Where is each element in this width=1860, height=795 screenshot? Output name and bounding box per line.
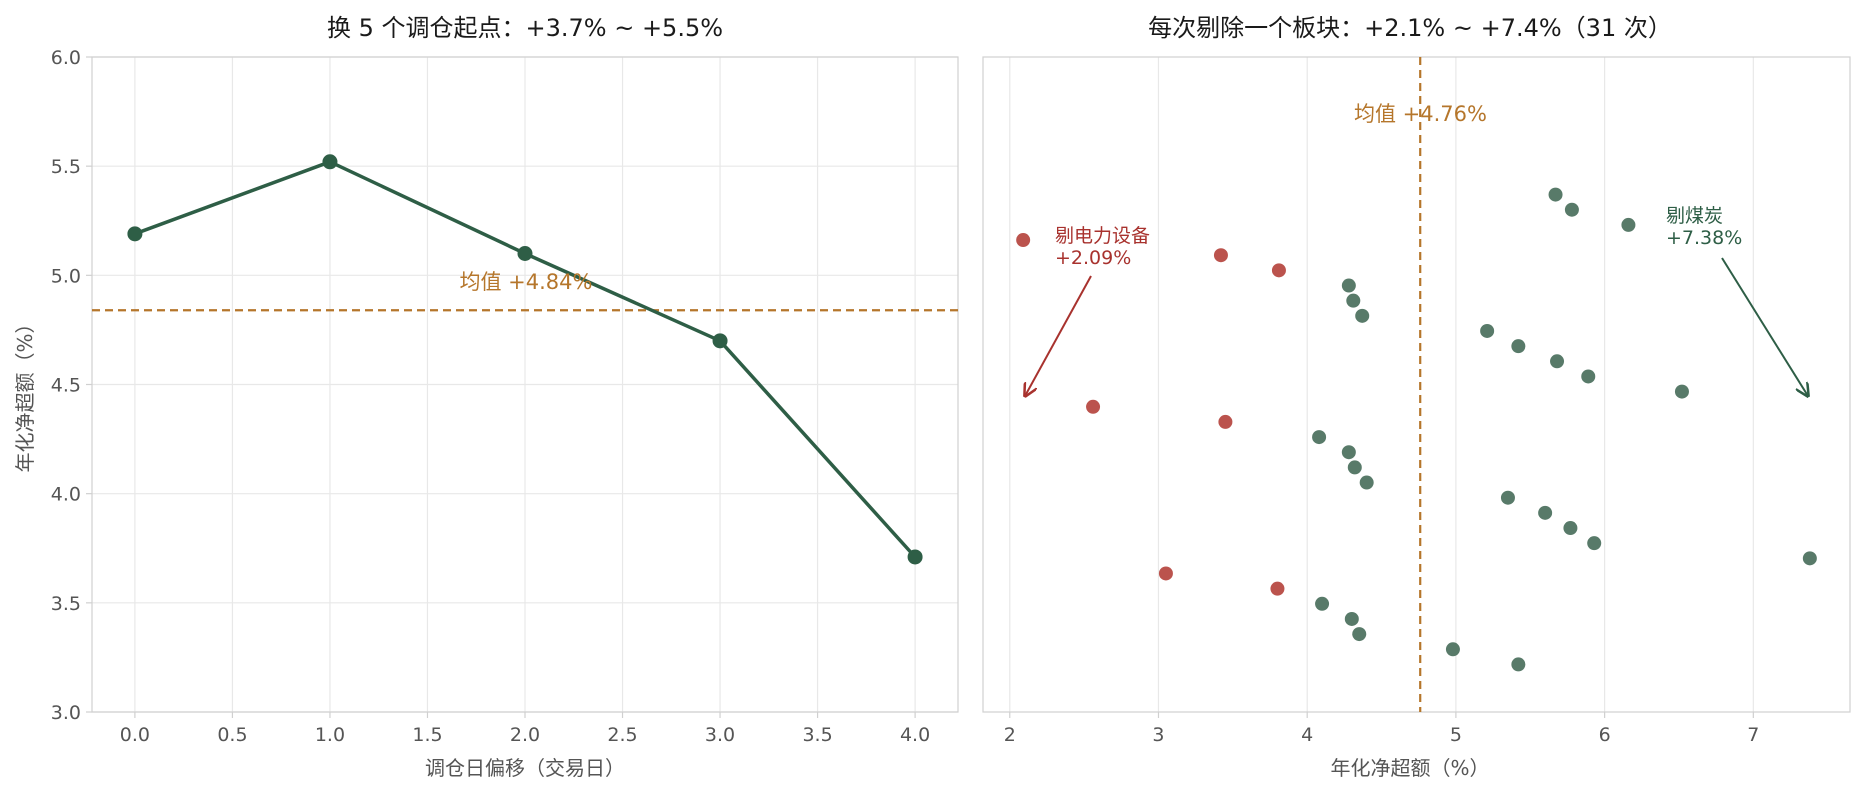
right-data-point	[1352, 627, 1367, 642]
left-y-ticks: 3.0 3.5 4.0 4.5 5.0 5.5 6.0	[51, 47, 92, 724]
right-plot-frame	[982, 56, 1851, 713]
right-x-ticks: 2 3 4 5 6 7	[1004, 712, 1759, 746]
right-data-point	[1341, 445, 1356, 460]
right-data-point	[1271, 263, 1286, 278]
right-data-point	[1511, 339, 1526, 354]
right-data-point	[1548, 187, 1563, 202]
right-data-point	[1511, 657, 1526, 672]
annotation-max-value: +7.38%	[1666, 227, 1742, 249]
right-data-point	[1802, 551, 1817, 566]
right-data-point	[1341, 278, 1356, 293]
left-panel: 0.0 0.5 1.0 1.5 2.0 2.5 3.0 3.5 4.0 3.0 3.5 4.0 4.5…	[13, 14, 959, 780]
annotation-max-arrow	[1721, 257, 1808, 396]
right-data-point	[1359, 475, 1374, 490]
right-data-point	[1347, 460, 1362, 475]
right-data-point	[1355, 308, 1370, 323]
left-y-axis-label: 年化净超额（%）	[13, 313, 37, 472]
right-data-point	[1344, 611, 1359, 626]
left-data-point	[322, 154, 338, 170]
left-y-tick-label: 4.5	[51, 375, 81, 397]
right-x-axis-label: 年化净超额（%）	[1330, 756, 1489, 780]
annotation-min-label: 剔电力设备	[1055, 225, 1150, 247]
left-x-tick-label: 3.0	[705, 724, 735, 746]
right-data-point	[1674, 384, 1689, 399]
left-y-tick-label: 3.5	[51, 593, 81, 615]
right-x-tick-label: 4	[1301, 724, 1313, 746]
left-x-tick-label: 0.5	[217, 724, 247, 746]
left-data-point	[517, 246, 533, 261]
left-x-ticks: 0.0 0.5 1.0 1.5 2.0 2.5 3.0 3.5 4.0	[120, 712, 930, 746]
left-x-tick-label: 4.0	[900, 724, 930, 746]
right-data-point	[1563, 521, 1578, 536]
left-gridlines	[92, 56, 958, 713]
right-data-point	[1270, 581, 1285, 596]
left-x-tick-label: 0.0	[120, 724, 150, 746]
left-data-point	[712, 333, 728, 349]
left-y-tick-label: 3.0	[51, 702, 81, 724]
right-data-point	[1550, 354, 1565, 369]
right-mean-annotation: 均值 +4.76%	[1354, 102, 1487, 126]
right-chart-title: 每次剔除一个板块：+2.1% ~ +7.4%（31 次）	[1148, 14, 1672, 42]
left-y-tick-label: 6.0	[51, 47, 81, 69]
annotation-min: 剔电力设备 +2.09%	[1025, 225, 1150, 396]
right-data-point	[1564, 202, 1579, 217]
right-data-point	[1346, 293, 1361, 308]
right-scatter-points	[1016, 187, 1817, 672]
left-series-points	[127, 154, 923, 565]
annotation-max-label: 剔煤炭	[1666, 205, 1723, 227]
annotation-min-value: +2.09%	[1055, 247, 1131, 269]
left-x-tick-label: 2.5	[607, 724, 637, 746]
right-x-tick-label: 6	[1599, 724, 1611, 746]
right-data-point	[1016, 233, 1031, 248]
right-data-point	[1445, 642, 1460, 657]
left-data-point	[127, 226, 143, 242]
left-mean-annotation: 均值 +4.84%	[460, 270, 593, 294]
right-data-point	[1480, 323, 1495, 338]
right-data-point	[1500, 490, 1515, 505]
left-y-tick-label: 5.5	[51, 156, 81, 178]
left-chart-title: 换 5 个调仓起点：+3.7% ~ +5.5%	[327, 14, 723, 42]
left-x-tick-label: 3.5	[802, 724, 832, 746]
right-x-tick-label: 7	[1747, 724, 1759, 746]
right-data-point	[1538, 505, 1553, 520]
right-data-point	[1086, 399, 1101, 414]
left-y-tick-label: 4.0	[51, 484, 81, 506]
right-gridlines	[1009, 57, 1754, 712]
right-data-point	[1158, 566, 1173, 581]
right-x-tick-label: 5	[1450, 724, 1462, 746]
left-x-tick-label: 2.0	[510, 724, 540, 746]
right-x-tick-label: 2	[1004, 724, 1016, 746]
right-data-point	[1213, 248, 1228, 263]
right-data-point	[1587, 536, 1602, 551]
right-data-point	[1315, 596, 1330, 611]
right-x-tick-label: 3	[1152, 724, 1164, 746]
left-data-point	[907, 549, 923, 565]
right-data-point	[1621, 217, 1636, 232]
right-data-point	[1312, 430, 1327, 445]
annotation-max: 剔煤炭 +7.38%	[1666, 205, 1808, 396]
left-x-axis-label: 调仓日偏移（交易日）	[425, 756, 625, 780]
right-data-point	[1218, 414, 1233, 429]
left-x-tick-label: 1.0	[315, 724, 345, 746]
right-data-point	[1581, 369, 1596, 384]
left-y-tick-label: 5.0	[51, 265, 81, 287]
right-panel: 2 3 4 5 6 7 均值 +4.76% 剔电力设备 +2.09% 剔煤炭 +7.38%…	[982, 14, 1851, 780]
left-x-tick-label: 1.5	[412, 724, 442, 746]
annotation-min-arrow	[1025, 275, 1092, 396]
